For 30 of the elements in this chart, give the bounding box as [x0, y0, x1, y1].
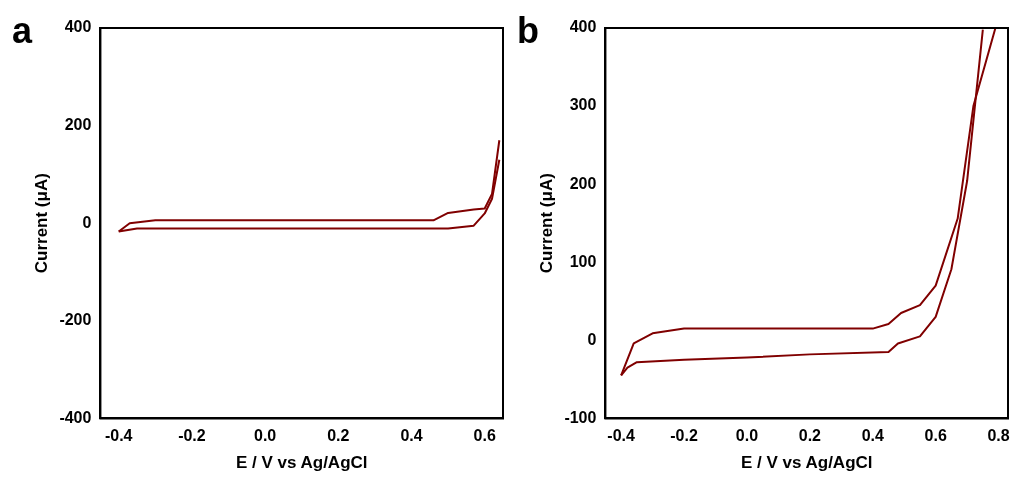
x-axis-title: E / V vs Ag/AgCl — [235, 453, 368, 473]
x-tick-label: 0.4 — [861, 427, 884, 445]
y-tick-label: 200 — [64, 116, 92, 134]
x-tick-label: -0.2 — [670, 427, 698, 445]
y-tick-label: -400 — [59, 408, 92, 426]
y-tick-label: 100 — [569, 252, 597, 270]
chart-title: a — [12, 10, 33, 52]
x-tick-label: 0.6 — [924, 427, 947, 445]
y-tick-label: 300 — [569, 96, 597, 114]
chart-title: b — [517, 10, 539, 52]
y-tick-label: -100 — [564, 408, 597, 426]
y-tick-label: 200 — [569, 174, 597, 192]
x-axis-title: E / V vs Ag/AgCl — [740, 453, 873, 473]
y-axis-title: Current (μA) — [31, 173, 51, 274]
x-tick-label: 0.2 — [798, 427, 822, 445]
x-tick-label: 0.6 — [473, 427, 496, 445]
x-tick-label: 0.2 — [327, 427, 350, 445]
x-tick-label: 0.8 — [987, 427, 1010, 445]
x-tick-label: -0.2 — [178, 427, 206, 445]
y-tick-label: 400 — [569, 18, 597, 36]
x-tick-label: 0.4 — [400, 427, 423, 445]
y-tick-label: -200 — [59, 311, 92, 329]
x-tick-label: 0.0 — [735, 427, 759, 445]
x-tick-label: 0.0 — [253, 427, 277, 445]
y-axis-title: Current (μA) — [536, 173, 556, 274]
y-tick-label: 400 — [64, 18, 92, 36]
x-tick-label: -0.4 — [607, 427, 636, 445]
y-tick-label: 0 — [82, 213, 92, 231]
x-tick-label: -0.4 — [104, 427, 133, 445]
y-tick-label: 0 — [587, 330, 597, 348]
